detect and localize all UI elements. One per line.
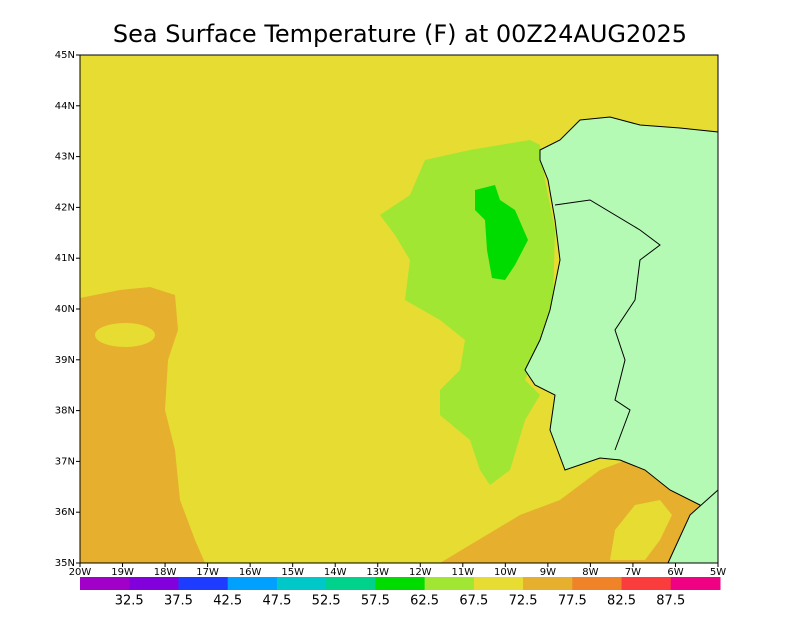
sea-yellow-patch [95, 323, 155, 347]
colorbar-label: 42.5 [213, 594, 242, 609]
lon-label: 6W [667, 567, 683, 578]
lon-label: 15W [281, 567, 304, 578]
colorbar-label: 57.5 [361, 594, 390, 609]
lon-label: 16W [239, 567, 262, 578]
lat-label: 45N [55, 50, 75, 61]
colorbar-box [473, 577, 524, 590]
lat-label: 44N [55, 101, 75, 112]
colorbar-label: 37.5 [164, 594, 193, 609]
lon-label: 18W [154, 567, 177, 578]
lon-label: 20W [69, 567, 92, 578]
colorbar-box [178, 577, 229, 590]
lon-label: 7W [625, 567, 641, 578]
colorbar-label: 62.5 [410, 594, 439, 609]
lon-label: 17W [196, 567, 219, 578]
colorbar-box [129, 577, 179, 590]
border [554, 199, 661, 451]
colorbar-box [424, 577, 475, 590]
lat-label: 40N [55, 304, 75, 315]
sea-green [475, 185, 528, 280]
lon-label: 8W [582, 567, 598, 578]
colorbar-box [227, 577, 278, 590]
colorbar-label: 32.5 [115, 594, 144, 609]
lon-label: 13W [366, 567, 389, 578]
lat-label: 42N [55, 202, 75, 213]
colorbar-box [375, 577, 426, 590]
colorbar-box [670, 577, 721, 590]
lat-label: 39N [55, 355, 75, 366]
colorbar-box [276, 577, 327, 590]
colorbar-box [326, 577, 376, 590]
lat-label: 35N [55, 558, 75, 569]
colorbar-label: 72.5 [509, 594, 538, 609]
lon-label: 12W [409, 567, 432, 578]
map [79, 54, 719, 564]
lat-label: 41N [55, 253, 75, 264]
colorbar-label: 82.5 [607, 594, 636, 609]
colorbar-box [572, 577, 623, 590]
lon-label: 14W [324, 567, 347, 578]
colorbar-label: 77.5 [558, 594, 587, 609]
colorbar-label: 87.5 [656, 594, 685, 609]
colorbar-label: 67.5 [459, 594, 488, 609]
lat-label: 36N [55, 507, 75, 518]
lat-label: 37N [55, 456, 75, 467]
colorbar-label: 47.5 [262, 594, 291, 609]
colorbar-box [621, 577, 672, 590]
title: Sea Surface Temperature (F) at 00Z24AUG2… [113, 20, 687, 48]
lon-label: 5W [710, 567, 726, 578]
lat-label: 38N [55, 406, 75, 417]
colorbar-box [80, 577, 130, 590]
lat-label: 43N [55, 152, 75, 163]
lon-label: 19W [111, 567, 134, 578]
sea-orange-west [80, 287, 205, 563]
colorbar-box [523, 577, 573, 590]
lon-label: 9W [540, 567, 556, 578]
land-iberia [524, 116, 719, 546]
lon-label: 10W [494, 567, 517, 578]
sea-yellow-patch [610, 500, 672, 560]
colorbar-label: 52.5 [312, 594, 341, 609]
lon-label: 11W [451, 567, 474, 578]
